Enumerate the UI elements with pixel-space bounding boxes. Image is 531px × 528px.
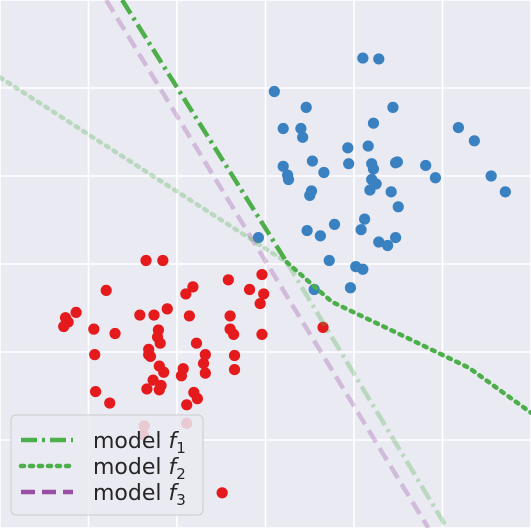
data-point-blue bbox=[367, 163, 380, 175]
data-point-blue bbox=[314, 230, 326, 242]
data-point-blue bbox=[268, 85, 280, 98]
data-point-red bbox=[180, 288, 192, 300]
data-point-red bbox=[175, 370, 188, 382]
data-point-blue bbox=[392, 201, 404, 213]
data-point-blue bbox=[387, 101, 399, 113]
data-point-blue bbox=[301, 224, 313, 237]
data-point-blue bbox=[420, 159, 432, 172]
data-point-blue bbox=[373, 53, 385, 65]
data-point-red bbox=[228, 364, 241, 376]
data-point-blue bbox=[342, 142, 354, 154]
data-point-red bbox=[199, 349, 211, 361]
data-point-blue bbox=[306, 155, 319, 167]
data-point-blue bbox=[373, 236, 385, 248]
data-point-red bbox=[216, 487, 228, 499]
data-point-red bbox=[197, 357, 210, 370]
data-point-red bbox=[199, 367, 211, 379]
data-point-red bbox=[58, 320, 70, 333]
data-point-red bbox=[222, 274, 234, 286]
data-point-red bbox=[143, 349, 155, 361]
data-point-red bbox=[89, 386, 102, 398]
data-point-blue bbox=[300, 101, 312, 113]
data-point-blue bbox=[295, 122, 307, 135]
data-point-red bbox=[109, 327, 121, 340]
data-point-blue bbox=[282, 173, 295, 186]
data-point-red bbox=[254, 298, 266, 310]
data-point-red bbox=[256, 328, 268, 340]
data-point-blue bbox=[429, 172, 442, 184]
data-point-blue bbox=[277, 160, 289, 172]
data-point-blue bbox=[355, 224, 367, 236]
data-point-blue bbox=[304, 189, 316, 201]
legend-label-f2: model f2 bbox=[93, 455, 186, 483]
data-point-blue bbox=[367, 117, 380, 129]
data-point-blue bbox=[323, 254, 335, 267]
data-point-red bbox=[187, 281, 199, 293]
data-point-blue bbox=[297, 131, 309, 143]
data-point-red bbox=[317, 321, 329, 333]
data-point-blue bbox=[357, 52, 369, 64]
data-point-blue bbox=[385, 186, 397, 198]
data-point-blue bbox=[318, 166, 330, 179]
data-point-red bbox=[104, 397, 116, 409]
data-point-blue bbox=[391, 156, 403, 168]
model-line-f1-faded bbox=[284, 261, 449, 528]
data-point-blue bbox=[382, 239, 394, 252]
model-line-f2-solid bbox=[284, 259, 531, 415]
legend-label-f3: model f3 bbox=[93, 481, 186, 509]
data-point-red bbox=[88, 323, 100, 335]
data-point-red bbox=[181, 399, 193, 411]
data-point-blue bbox=[328, 218, 341, 230]
model-line-f2-faded bbox=[0, 75, 289, 265]
data-point-blue bbox=[344, 282, 357, 294]
data-point-red bbox=[158, 366, 170, 378]
model-line-f1-solid bbox=[120, 0, 289, 264]
data-point-blue bbox=[359, 213, 371, 225]
data-point-red bbox=[70, 306, 82, 318]
data-point-red bbox=[148, 309, 160, 321]
data-point-blue bbox=[362, 140, 374, 152]
data-point-red bbox=[140, 254, 152, 267]
data-point-blue bbox=[468, 135, 480, 147]
data-point-blue bbox=[485, 170, 497, 182]
data-point-red bbox=[256, 268, 268, 281]
data-point-blue bbox=[389, 232, 402, 244]
data-point-red bbox=[141, 383, 153, 395]
data-point-red bbox=[161, 303, 173, 315]
model-line-f3 bbox=[104, 0, 431, 528]
data-point-red bbox=[154, 337, 166, 349]
data-point-blue bbox=[357, 263, 369, 275]
data-point-red bbox=[258, 288, 270, 300]
data-point-red bbox=[243, 283, 256, 296]
data-point-red bbox=[89, 349, 101, 361]
data-point-red bbox=[153, 384, 165, 396]
data-point-blue bbox=[499, 186, 511, 198]
data-point-red bbox=[147, 374, 159, 386]
data-point-red bbox=[228, 349, 241, 362]
data-point-red bbox=[191, 393, 203, 405]
data-point-blue bbox=[364, 184, 376, 196]
data-point-blue bbox=[343, 158, 355, 170]
data-point-red bbox=[134, 309, 146, 321]
data-point-red bbox=[100, 284, 112, 296]
data-point-blue bbox=[277, 122, 289, 135]
data-points bbox=[58, 52, 511, 499]
data-point-blue bbox=[452, 122, 465, 134]
data-point-red bbox=[157, 254, 169, 267]
data-point-red bbox=[228, 328, 240, 340]
data-point-red bbox=[190, 337, 203, 349]
data-point-red bbox=[224, 310, 236, 322]
legend-label-f1: model f1 bbox=[93, 429, 186, 457]
data-point-red bbox=[183, 310, 195, 322]
data-point-blue bbox=[252, 232, 265, 244]
